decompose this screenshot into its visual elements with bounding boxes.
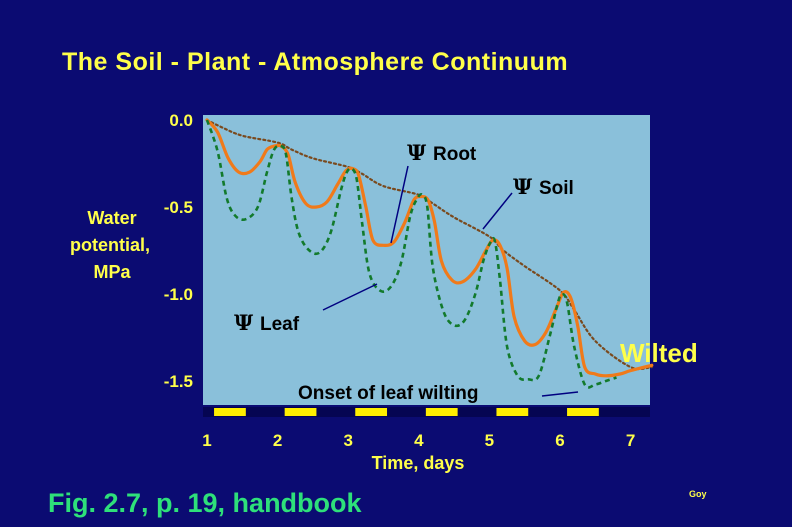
y-axis: 0.0 -0.5 -1.0 -1.5 <box>164 111 193 391</box>
leaf-leader-line <box>322 283 378 311</box>
onset-leader-line <box>541 391 579 397</box>
day-segment <box>425 408 458 416</box>
y-tick-label: -1.5 <box>164 372 193 391</box>
y-axis-label-line-2: potential, <box>70 235 150 255</box>
root-annotation: Ψ Root <box>407 140 477 165</box>
wilted-label: Wilted <box>620 338 698 368</box>
soil-label: Soil <box>539 178 574 199</box>
day-segment <box>355 408 388 416</box>
day-segments <box>214 408 599 416</box>
x-tick-label: 4 <box>414 431 424 450</box>
x-tick-label: 2 <box>273 431 282 450</box>
y-tick-label: -0.5 <box>164 198 193 217</box>
y-tick-label: 0.0 <box>169 111 193 130</box>
day-segment <box>496 408 529 416</box>
onset-label: Onset of leaf wilting <box>298 383 479 404</box>
credit-text: Goy <box>689 489 707 499</box>
x-axis-label: Time, days <box>372 453 465 473</box>
soil-leader-line <box>482 192 513 230</box>
x-tick-label: 1 <box>202 431 211 450</box>
root-psi-symbol: Ψ <box>407 140 427 165</box>
y-axis-label: Water potential, MPa <box>70 208 150 282</box>
y-tick-label: -1.0 <box>164 285 193 304</box>
annotation-lines <box>322 165 579 397</box>
series-layer <box>205 118 654 389</box>
leaf-line <box>205 119 617 389</box>
x-tick-label: 7 <box>626 431 635 450</box>
x-tick-label: 6 <box>555 431 564 450</box>
leaf-psi-symbol: Ψ <box>234 310 254 335</box>
x-tick-label: 3 <box>343 431 352 450</box>
x-axis: 1 2 3 4 5 6 7 <box>202 431 635 450</box>
soil-psi-symbol: Ψ <box>513 174 533 199</box>
chart-title: The Soil - Plant - Atmosphere Continuum <box>62 48 569 76</box>
x-tick-label: 5 <box>485 431 494 450</box>
root-leader-line <box>390 165 409 244</box>
figure-caption: Fig. 2.7, p. 19, handbook <box>48 488 362 518</box>
soil-annotation: Ψ Soil <box>513 174 574 199</box>
day-segment <box>284 408 317 416</box>
leaf-label: Leaf <box>260 314 300 335</box>
day-segment <box>214 408 246 416</box>
y-axis-label-line-3: MPa <box>93 262 131 282</box>
root-label: Root <box>433 144 477 165</box>
day-segment <box>567 408 599 416</box>
leaf-annotation: Ψ Leaf <box>234 310 300 335</box>
y-axis-label-line-1: Water <box>87 208 136 228</box>
